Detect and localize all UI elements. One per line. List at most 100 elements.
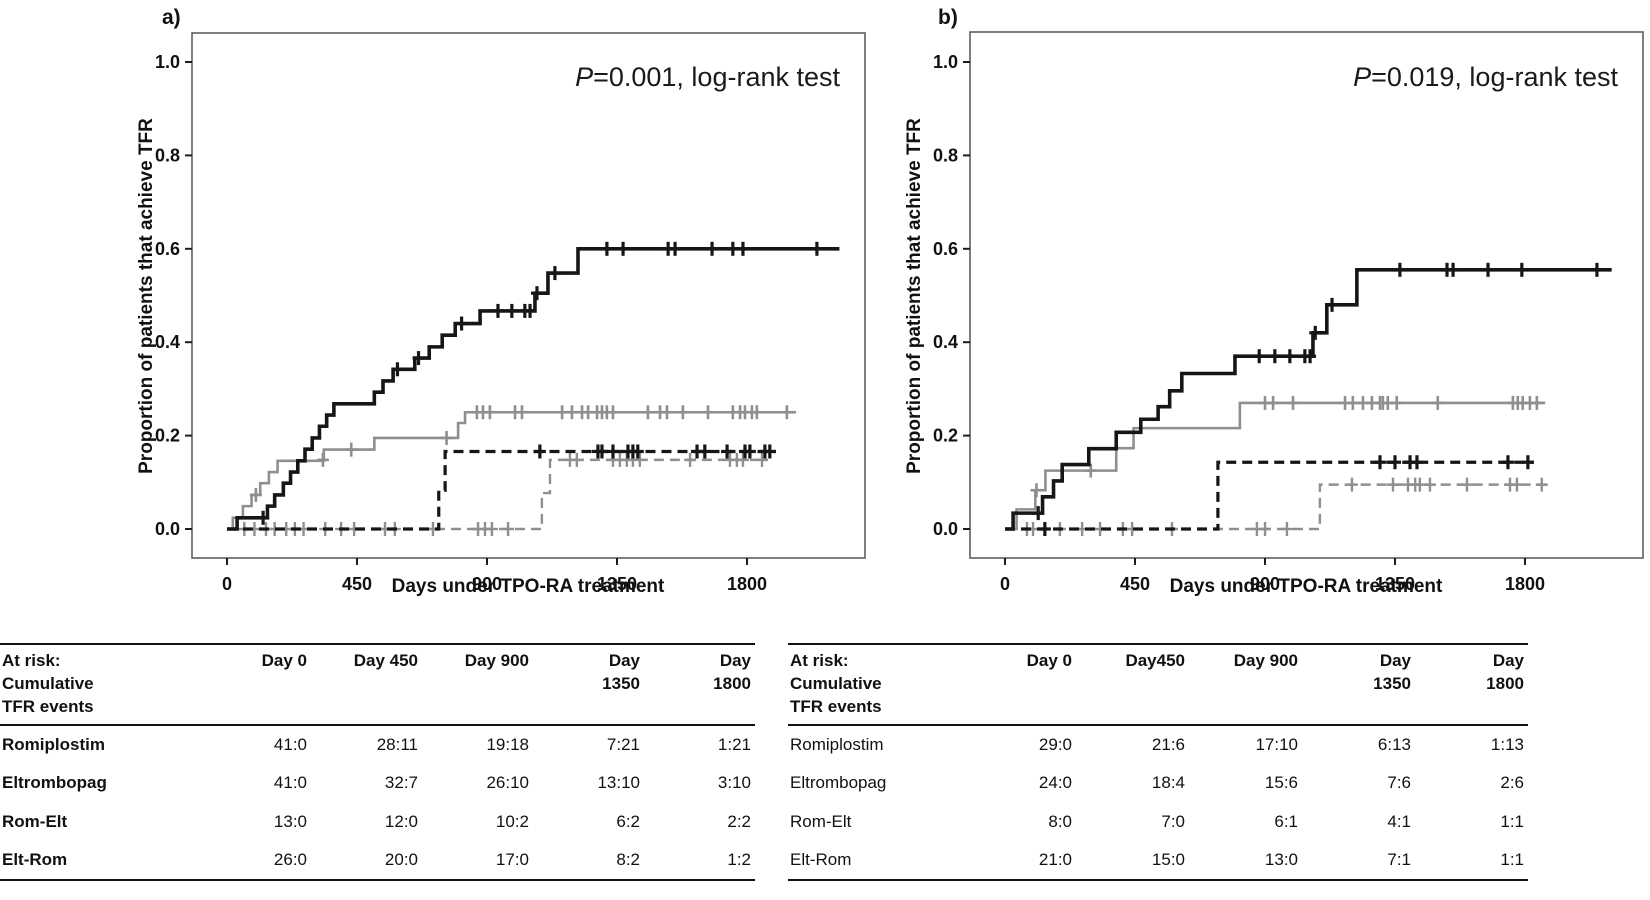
treatment-label: Rom-Elt [2, 811, 68, 831]
at-risk-value: 7:6 [1387, 773, 1411, 793]
x-tick-label: 0 [1000, 574, 1010, 594]
day-column-header: Day 900 [1233, 651, 1298, 670]
at-risk-value: 12:0 [384, 811, 418, 831]
y-tick-label: 0.0 [933, 519, 958, 539]
at-risk-table-b: At risk: Cumulative TFR events Day 0 Day45… [788, 643, 1528, 882]
at-risk-value: 26:10 [486, 773, 529, 793]
y-tick-label: 0.8 [155, 145, 180, 165]
treatment-label: Romiplostim [790, 734, 884, 754]
at-risk-value: 1:1 [1500, 849, 1524, 869]
plot-frame [191, 32, 866, 559]
y-tick-label: 0.8 [933, 145, 958, 165]
at-risk-value: 13:10 [597, 773, 640, 793]
at-risk-header-label: At risk: Cumulative TFR events [2, 651, 94, 716]
at-risk-value: 7:21 [606, 734, 640, 754]
day-column-header: Day 1800 [1486, 651, 1524, 693]
at-risk-value: 2:2 [727, 811, 751, 831]
at-risk-value: 13:0 [273, 811, 307, 831]
day-column-header: Day 900 [464, 651, 529, 670]
at-risk-value: 17:0 [495, 849, 529, 869]
series-rom-elt [1005, 455, 1534, 536]
at-risk-value: 7:1 [1387, 849, 1411, 869]
at-risk-value: 6:2 [616, 811, 640, 831]
panel-a-y-axis-title: Proportion of patients that achieve TFR [136, 118, 157, 474]
series-line [1005, 401, 1546, 531]
treatment-label: Rom-Elt [790, 811, 852, 831]
panel-b-x-axis-title: Days under TPO-RA treatment [1170, 576, 1443, 597]
x-tick-label: 900 [1250, 574, 1280, 594]
at-risk-value: 1:1 [1500, 811, 1524, 831]
series-rom-elt [227, 444, 776, 531]
at-risk-value: 7:0 [1161, 811, 1185, 831]
at-risk-value: 8:2 [616, 849, 640, 869]
at-risk-row: Elt-Rom 21:0 15:0 13:0 7:1 1:1 [788, 841, 1528, 880]
day-column-header: Day 1350 [602, 651, 640, 693]
at-risk-value: 24:0 [1038, 773, 1072, 793]
plot-frame [969, 31, 1644, 559]
series-eltrombopag [227, 405, 797, 531]
treatment-label: Eltrombopag [2, 773, 107, 793]
at-risk-value: 1:2 [727, 849, 751, 869]
at-risk-value: 1:21 [717, 734, 751, 754]
series-eltrombopag [1005, 395, 1546, 531]
at-risk-value: 18:4 [1151, 773, 1185, 793]
at-risk-value: 28:11 [376, 734, 418, 754]
series-line [1005, 268, 1612, 531]
panel-b-y-axis-title: Proportion of patients that achieve TFR [904, 118, 925, 474]
panel-b-letter: b) [938, 6, 958, 29]
panel-a-plot-area: 0.0 0.2 0.4 0.6 0.8 1.0 0 450 900 1350 1800 [155, 32, 866, 594]
treatment-label: Elt-Rom [790, 849, 852, 869]
series-line [1005, 483, 1551, 531]
at-risk-table-a: At risk: Cumulative TFR events Day 0 Day 4… [0, 643, 755, 882]
treatment-label: Eltrombopag [790, 773, 887, 793]
y-tick-label: 0.2 [933, 426, 958, 446]
at-risk-value: 19:18 [486, 734, 529, 754]
at-risk-row: Eltrombopag 24:0 18:4 15:6 7:6 2:6 [788, 764, 1528, 802]
at-risk-row: Eltrombopag 41:0 32:7 26:10 13:10 3:10 [0, 764, 755, 802]
day-column-header: Day 1350 [1373, 651, 1411, 693]
at-risk-value: 21:6 [1151, 734, 1185, 754]
y-tick-label: 0.0 [155, 519, 180, 539]
at-risk-value: 41:0 [273, 734, 307, 754]
at-risk-value: 3:10 [717, 773, 751, 793]
panel-a-annotation: P=0.001, log-rank test [575, 62, 840, 92]
at-risk-value: 21:0 [1038, 849, 1072, 869]
at-risk-value: 1:13 [1490, 734, 1524, 754]
x-tick-label: 1350 [597, 574, 637, 594]
series-romiplostim [1005, 262, 1612, 531]
at-risk-row: Romiplostim 41:0 28:11 19:18 7:21 1:21 [0, 725, 755, 764]
series-line [227, 247, 840, 531]
at-risk-value: 32:7 [384, 773, 418, 793]
x-tick-label: 450 [1120, 574, 1150, 594]
at-risk-value: 26:0 [273, 849, 307, 869]
x-tick-label: 1350 [1375, 574, 1415, 594]
at-risk-row: Rom-Elt 13:0 12:0 10:2 6:2 2:2 [0, 803, 755, 841]
at-risk-value: 10:2 [495, 811, 529, 831]
at-risk-value: 20:0 [384, 849, 418, 869]
at-risk-value: 2:6 [1500, 773, 1524, 793]
at-risk-value: 15:6 [1264, 773, 1298, 793]
at-risk-value: 8:0 [1048, 811, 1072, 831]
x-tick-label: 450 [342, 574, 372, 594]
day-column-header: Day 0 [261, 651, 307, 670]
at-risk-value: 6:1 [1274, 811, 1298, 831]
y-tick-label: 1.0 [933, 52, 958, 72]
x-tick-label: 1800 [727, 574, 767, 594]
at-risk-row: Rom-Elt 8:0 7:0 6:1 4:1 1:1 [788, 803, 1528, 841]
at-risk-header-label: At risk: Cumulative TFR events [790, 651, 882, 716]
at-risk-value: 41:0 [273, 773, 307, 793]
day-column-header: Day 450 [353, 651, 418, 670]
treatment-label: Elt-Rom [2, 849, 68, 869]
series-romiplostim [227, 241, 840, 531]
series-line [227, 449, 776, 531]
y-tick-label: 0.4 [933, 332, 958, 352]
at-risk-value: 4:1 [1387, 811, 1411, 831]
x-tick-label: 0 [222, 574, 232, 594]
at-risk-row: Elt-Rom 26:0 20:0 17:0 8:2 1:2 [0, 841, 755, 880]
km-charts: a) P=0.001, log-rank test Proportion of … [136, 6, 1644, 597]
at-risk-row: Romiplostim 29:0 21:6 17:10 6:13 1:13 [788, 725, 1528, 764]
panel-b-plot-area: 0.0 0.2 0.4 0.6 0.8 1.0 0 450 900 1350 1800 [933, 31, 1644, 594]
series-line [1005, 460, 1534, 531]
at-risk-value: 17:10 [1255, 734, 1298, 754]
